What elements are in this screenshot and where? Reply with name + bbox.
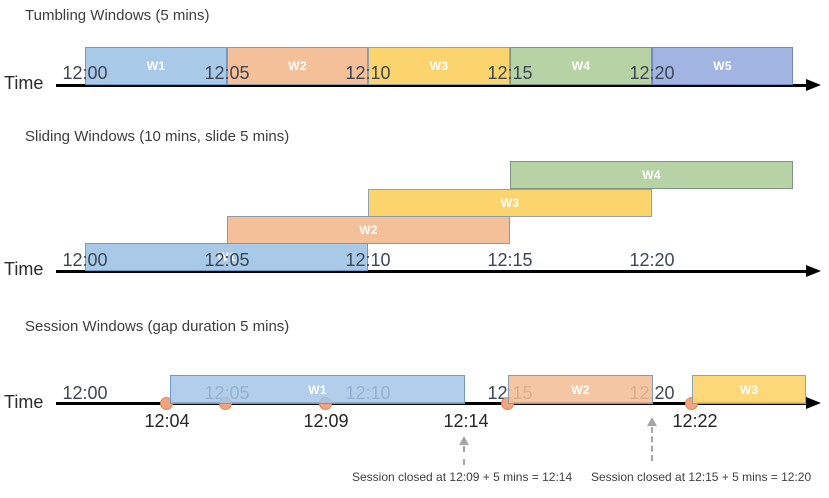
sliding-window-w3: W3 [368,189,652,217]
tumbling-window-w5: W5 [652,47,793,85]
tumbling-tick-1200: 12:00 [62,63,108,83]
tumbling-tick-1215: 12:15 [487,63,533,83]
sliding-timeline-arrow-icon [806,265,821,277]
tumbling-tick-1205: 12:05 [204,63,250,83]
dashed-arrow-line [463,446,465,465]
session-tick-1200: 12:00 [62,383,108,403]
sliding-window-w1: W1 [85,243,368,271]
event-label-1209: 12:09 [303,411,349,431]
session-closed-annotation-2: Session closed at 12:15 + 5 mins = 12:20 [591,470,812,484]
session-window-w3: W3 [692,375,806,404]
tumbling-window-w2: W2 [227,47,368,85]
window-label: W3 [429,59,449,73]
window-label: W1 [308,382,327,397]
event-label-1222: 12:22 [672,411,718,431]
tumbling-window-w3: W3 [368,47,510,85]
session-title: Session Windows (gap duration 5 mins) [25,318,290,335]
up-arrow-icon [459,436,469,445]
sliding-title: Sliding Windows (10 mins, slide 5 mins) [25,128,290,145]
sliding-tick-1210: 12:10 [345,250,391,270]
tumbling-time-axis-label: Time [4,73,44,93]
window-label: W3 [739,382,759,397]
event-label-1214: 12:14 [443,411,489,431]
window-label: W4 [642,168,661,182]
window-label: W1 [217,250,236,264]
tumbling-window-w1: W1 [85,47,227,85]
dashed-arrow-line [651,427,653,461]
tumbling-window-w4: W4 [510,47,652,85]
window-label: W2 [288,59,307,73]
tumbling-tick-1210: 12:10 [345,63,391,83]
up-arrow-icon [647,417,657,426]
session-time-axis-label: Time [4,392,44,412]
session-timeline-arrow-icon [806,397,821,409]
sliding-tick-1220: 12:20 [629,250,675,270]
event-label-1204: 12:04 [144,411,190,431]
session-window-w2: W2 [508,375,653,404]
sliding-tick-1200: 12:00 [62,250,108,270]
tumbling-timeline-arrow-icon [806,79,821,91]
sliding-timeline [56,270,806,273]
tumbling-tick-1220: 12:20 [629,63,675,83]
window-label: W2 [359,223,378,237]
tumbling-title: Tumbling Windows (5 mins) [25,7,210,24]
session-window-w1: W1 [170,375,465,404]
sliding-window-w2: W2 [227,216,510,244]
sliding-window-w4: W4 [510,161,793,189]
window-label: W4 [571,59,591,73]
sliding-time-axis-label: Time [4,259,44,279]
window-label: W1 [146,59,166,73]
window-label: W3 [500,196,520,210]
sliding-tick-1215: 12:15 [487,250,533,270]
window-label: W2 [571,382,590,397]
tumbling-timeline [56,84,806,87]
session-closed-annotation-1: Session closed at 12:09 + 5 mins = 12:14 [352,470,573,484]
sliding-tick-1205: 12:05 [204,250,250,270]
window-label: W5 [713,59,732,73]
